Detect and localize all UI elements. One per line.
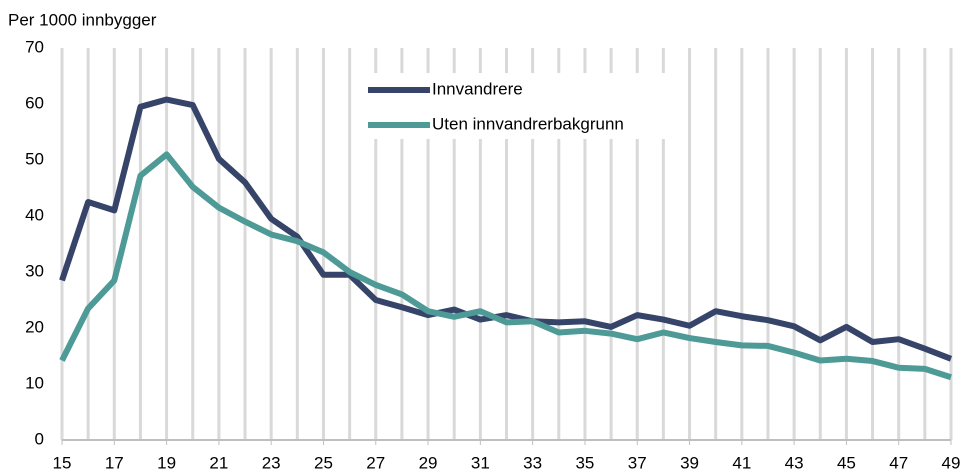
x-tick-label: 25 (314, 453, 333, 472)
series-line (59, 151, 952, 381)
series-line (59, 96, 953, 362)
x-tick-label: 47 (889, 453, 908, 472)
x-tick-label: 41 (732, 453, 751, 472)
y-tick-label: 50 (25, 149, 44, 168)
x-tick-label: 43 (785, 453, 804, 472)
x-tick-label: 29 (419, 453, 438, 472)
x-tick-label: 17 (105, 453, 124, 472)
x-tick-label: 31 (471, 453, 490, 472)
x-tick-label: 15 (53, 453, 72, 472)
legend-label: Uten innvandrerbakgrunn (432, 114, 624, 133)
x-tick-label: 45 (837, 453, 856, 472)
x-tick-label: 21 (209, 453, 228, 472)
x-tick-label: 37 (628, 453, 647, 472)
y-tick-label: 40 (25, 205, 44, 224)
y-tick-label: 30 (25, 261, 44, 280)
x-tick-label: 35 (575, 453, 594, 472)
legend-label: Innvandrere (432, 79, 523, 98)
x-tick-label: 39 (680, 453, 699, 472)
y-tick-label: 70 (25, 37, 44, 56)
y-axis-title: Per 1000 innbygger (8, 10, 157, 29)
y-tick-label: 10 (25, 373, 44, 392)
x-tick-label: 49 (942, 453, 961, 472)
y-tick-label: 0 (35, 429, 44, 448)
x-tick-label: 27 (366, 453, 385, 472)
y-tick-label: 20 (25, 317, 44, 336)
x-tick-label: 33 (523, 453, 542, 472)
x-tick-label: 23 (262, 453, 281, 472)
y-tick-label: 60 (25, 93, 44, 112)
x-tick-label: 19 (157, 453, 176, 472)
